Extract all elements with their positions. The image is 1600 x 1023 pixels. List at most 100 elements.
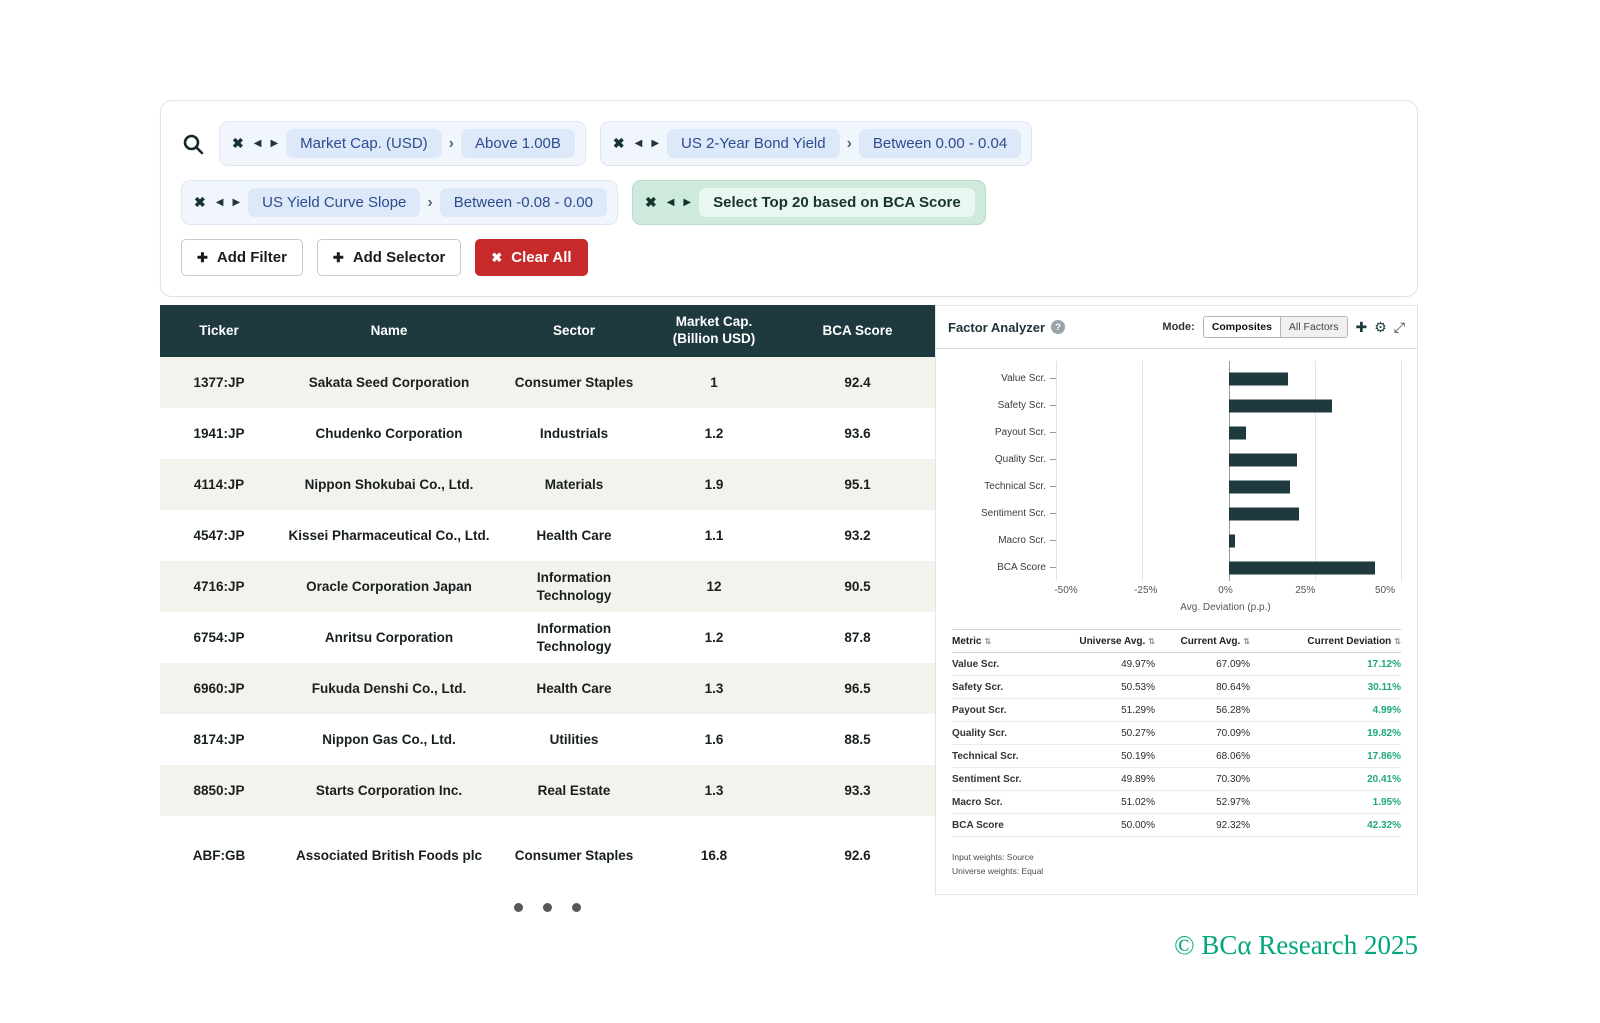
column-header-market-cap[interactable]: Market Cap. (Billion USD) xyxy=(672,314,756,346)
chevron-right-icon: › xyxy=(448,134,454,152)
clear-all-button[interactable]: ✖ Clear All xyxy=(475,239,588,276)
table-row[interactable]: 4547:JP Kissei Pharmaceutical Co., Ltd. He… xyxy=(160,510,935,561)
filter-field[interactable]: US Yield Curve Slope xyxy=(248,188,421,217)
chart-bar[interactable] xyxy=(1228,372,1288,385)
chart-bar-track xyxy=(1056,419,1401,446)
expand-icon[interactable]: ⤢ xyxy=(1393,319,1405,335)
table-row[interactable]: 6960:JP Fukuda Denshi Co., Ltd. Health Car… xyxy=(160,663,935,714)
chart-bar[interactable] xyxy=(1228,534,1236,547)
chart-row: Sentiment Scr. xyxy=(946,500,1401,527)
chart-bar[interactable] xyxy=(1228,507,1299,520)
metrics-header-universe-avg[interactable]: Universe Avg. ⇅ xyxy=(1079,635,1155,647)
chart-bar[interactable] xyxy=(1228,480,1291,493)
move-left-icon[interactable]: ◀ xyxy=(253,138,262,149)
move-left-icon[interactable]: ◀ xyxy=(215,197,224,208)
current-avg-value: 68.06% xyxy=(1216,750,1250,762)
move-left-icon[interactable]: ◀ xyxy=(666,197,675,208)
table-row[interactable]: 8174:JP Nippon Gas Co., Ltd. Utilities 1.6 8… xyxy=(160,714,935,765)
sort-icon[interactable]: ⇅ xyxy=(1148,636,1155,646)
metric-name: BCA Score xyxy=(952,819,1004,831)
chart-bar[interactable] xyxy=(1228,399,1333,412)
filter-condition[interactable]: Between 0.00 - 0.04 xyxy=(858,129,1022,158)
universe-avg-value: 50.19% xyxy=(1121,750,1155,762)
axis-tick-mark xyxy=(1050,459,1056,460)
chart-category-label: Quality Scr. xyxy=(994,454,1046,465)
metrics-row[interactable]: Technical Scr. 50.19% 68.06% 17.86% xyxy=(952,745,1401,768)
table-row[interactable]: 4716:JP Oracle Corporation Japan Informati… xyxy=(160,561,935,612)
column-header-ticker[interactable]: Ticker xyxy=(199,322,239,338)
table-row[interactable]: 1377:JP Sakata Seed Corporation Consumer S… xyxy=(160,357,935,408)
metrics-header-metric[interactable]: Metric ⇅ xyxy=(952,635,992,647)
table-cell: Fukuda Denshi Co., Ltd. xyxy=(311,680,467,696)
table-row[interactable]: 4114:JP Nippon Shokubai Co., Ltd. Material… xyxy=(160,459,935,510)
metrics-row[interactable]: Sentiment Scr. 49.89% 70.30% 20.41% xyxy=(952,768,1401,791)
move-left-icon[interactable]: ◀ xyxy=(634,138,643,149)
axis-tick-label: -25% xyxy=(1134,585,1158,596)
chart-bar[interactable] xyxy=(1228,561,1375,574)
metrics-header-current-deviation[interactable]: Current Deviation ⇅ xyxy=(1307,635,1401,647)
column-header-sector[interactable]: Sector xyxy=(552,322,596,338)
axis-tick-mark xyxy=(1050,486,1056,487)
add-icon[interactable]: ✚ xyxy=(1355,319,1368,335)
metrics-table-header: Metric ⇅ Universe Avg. ⇅ Current Avg. ⇅ Cur… xyxy=(952,629,1401,653)
add-selector-button[interactable]: ✚ Add Selector xyxy=(316,239,462,276)
info-icon[interactable]: ? xyxy=(1051,320,1066,334)
chart-bar[interactable] xyxy=(1228,426,1246,439)
filter-field[interactable]: US 2-Year Bond Yield xyxy=(667,129,840,158)
pagination xyxy=(160,903,935,912)
gear-icon[interactable]: ⚙ xyxy=(1374,319,1387,335)
table-row[interactable]: 8850:JP Starts Corporation Inc. Real Estat… xyxy=(160,765,935,816)
table-row[interactable]: ABF:GB Associated British Foods plc Consum… xyxy=(160,830,935,881)
add-filter-button[interactable]: ✚ Add Filter xyxy=(181,239,303,276)
move-right-icon[interactable]: ▶ xyxy=(232,197,241,208)
filter-condition[interactable]: Between -0.08 - 0.00 xyxy=(439,188,607,217)
axis-tick-label: 50% xyxy=(1374,585,1396,596)
stock-table: Ticker Name Sector Market Cap. (Billion … xyxy=(160,305,935,912)
move-right-icon[interactable]: ▶ xyxy=(683,197,692,208)
move-right-icon[interactable]: ▶ xyxy=(651,138,660,149)
mode-all-factors-button[interactable]: All Factors xyxy=(1280,317,1347,337)
panel-toolbar: ✚ ⚙ ⤢ xyxy=(1356,320,1406,334)
chart-row: Quality Scr. xyxy=(946,446,1401,473)
metrics-row[interactable]: Safety Scr. 50.53% 80.64% 30.11% xyxy=(952,676,1401,699)
metrics-row[interactable]: BCA Score 50.00% 92.32% 42.32% xyxy=(952,814,1401,837)
remove-filter-icon[interactable]: ✖ xyxy=(194,194,206,210)
table-row[interactable]: 6754:JP Anritsu Corporation Information Te… xyxy=(160,612,935,663)
table-cell: 1 xyxy=(710,374,718,390)
metrics-row[interactable]: Payout Scr. 51.29% 56.28% 4.99% xyxy=(952,699,1401,722)
pagination-dot[interactable] xyxy=(514,903,523,912)
current-deviation-value: 20.41% xyxy=(1367,773,1401,785)
metrics-header-current-avg[interactable]: Current Avg. ⇅ xyxy=(1180,635,1250,647)
table-row[interactable]: 1941:JP Chudenko Corporation Industrials 1.… xyxy=(160,408,935,459)
sort-icon[interactable]: ⇅ xyxy=(1243,636,1250,646)
metric-name: Safety Scr. xyxy=(952,681,1004,693)
remove-selector-icon[interactable]: ✖ xyxy=(644,194,657,210)
metrics-row[interactable]: Value Scr. 49.97% 67.09% 17.12% xyxy=(952,653,1401,676)
universe-avg-value: 49.97% xyxy=(1121,658,1155,670)
chart-bar[interactable] xyxy=(1228,453,1297,466)
selector-label[interactable]: Select Top 20 based on BCA Score xyxy=(699,188,975,217)
column-header-name[interactable]: Name xyxy=(370,322,408,338)
pagination-dot[interactable] xyxy=(543,903,552,912)
copyright-text: © BCα Research 2025 xyxy=(1174,930,1418,960)
table-cell: 1377:JP xyxy=(193,374,245,390)
column-header-bca-score[interactable]: BCA Score xyxy=(822,322,893,338)
universe-avg-value: 51.29% xyxy=(1121,704,1155,716)
chart-x-axis-label: Avg. Deviation (p.p.) xyxy=(1180,602,1271,613)
pagination-dot[interactable] xyxy=(572,903,581,912)
remove-filter-icon[interactable]: ✖ xyxy=(612,135,625,151)
stock-table-body: 1377:JP Sakata Seed Corporation Consumer S… xyxy=(160,357,935,881)
metrics-row[interactable]: Macro Scr. 51.02% 52.97% 1.95% xyxy=(952,791,1401,814)
chart-category-label: Payout Scr. xyxy=(994,427,1046,438)
filter-condition[interactable]: Above 1.00B xyxy=(461,129,575,158)
filter-field[interactable]: Market Cap. (USD) xyxy=(286,129,442,158)
chart-category-label: Value Scr. xyxy=(1001,373,1046,384)
gridline xyxy=(1056,361,1057,581)
search-icon[interactable] xyxy=(181,132,205,156)
metrics-row[interactable]: Quality Scr. 50.27% 70.09% 19.82% xyxy=(952,722,1401,745)
mode-composites-button[interactable]: Composites xyxy=(1203,317,1281,337)
remove-filter-icon[interactable]: ✖ xyxy=(232,135,244,151)
move-right-icon[interactable]: ▶ xyxy=(270,138,279,149)
sort-icon[interactable]: ⇅ xyxy=(984,636,992,646)
sort-icon[interactable]: ⇅ xyxy=(1394,636,1401,646)
